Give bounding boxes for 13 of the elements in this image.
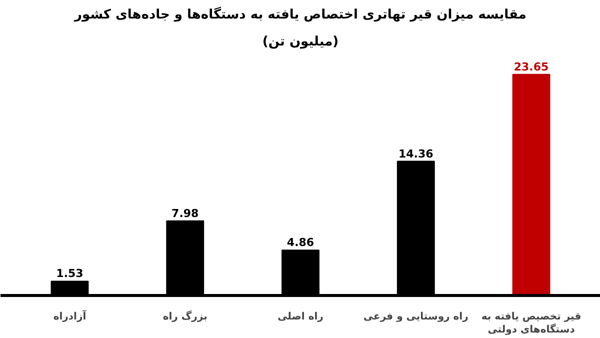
x-tick-label: بزرگ راه [162,310,208,322]
data-label: 23.65 [514,60,549,74]
x-tick-label: قیر تخصیص یافته به دستگاه‌های دولتی [481,312,582,336]
data-label: 4.86 [286,236,314,250]
data-label: 1.53 [56,267,84,280]
x-tick-label: آزادراه [53,310,87,322]
data-label: 7.98 [172,206,199,220]
x-tick-label: راه اصلی [278,312,324,322]
data-label: 14.36 [398,147,434,160]
bar [512,74,550,296]
x-tick-label: راه روستایی و فرعی [363,312,469,322]
chart-subtitle: (میلیون تن) [262,34,339,50]
chart-title: مقایسه میزان قیر تهاتری اختصاص یافته به دستگاه‌ها و جاده‌های کشور [74,6,526,22]
